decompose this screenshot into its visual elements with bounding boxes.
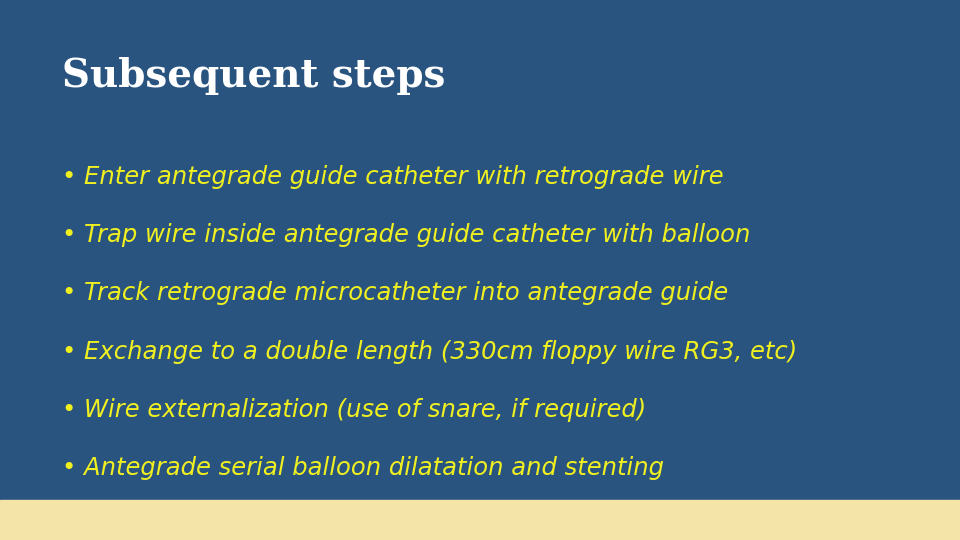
Text: • Track retrograde microcatheter into antegrade guide: • Track retrograde microcatheter into an… [62,281,729,305]
Text: • Wire externalization (use of snare, if required): • Wire externalization (use of snare, if… [62,398,647,422]
Bar [0,500,960,540]
Text: Subsequent steps: Subsequent steps [62,57,445,94]
Text: • Exchange to a double length (330cm floppy wire RG3, etc): • Exchange to a double length (330cm flo… [62,340,798,363]
Text: • Antegrade serial balloon dilatation and stenting: • Antegrade serial balloon dilatation an… [62,456,664,480]
Text: • Trap wire inside antegrade guide catheter with balloon: • Trap wire inside antegrade guide cathe… [62,223,751,247]
Text: • Enter antegrade guide catheter with retrograde wire: • Enter antegrade guide catheter with re… [62,165,724,188]
